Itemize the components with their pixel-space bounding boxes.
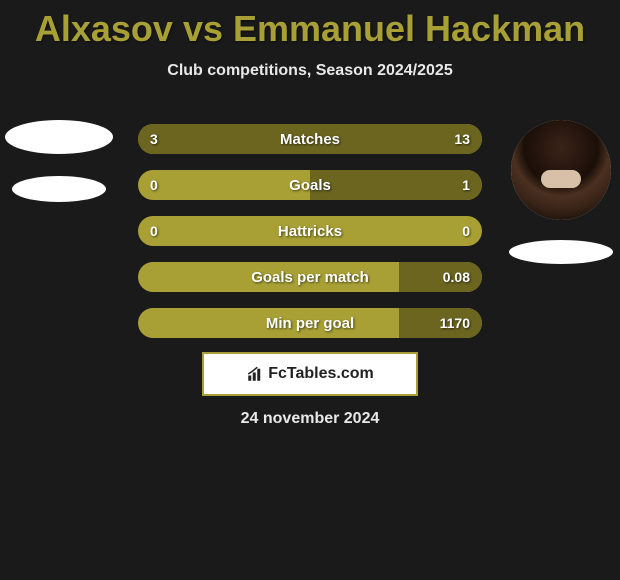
- stats-bars: 3Matches130Goals10Hattricks0Goals per ma…: [138, 124, 482, 354]
- stat-bar: Goals per match0.08: [138, 262, 482, 292]
- bar-right-value: 0: [462, 216, 470, 246]
- stat-bar: 0Hattricks0: [138, 216, 482, 246]
- player-left-avatar-placeholder: [5, 120, 113, 154]
- bar-label: Min per goal: [138, 308, 482, 338]
- player-left-avatar-placeholder-2: [12, 176, 106, 202]
- stat-bar: Min per goal1170: [138, 308, 482, 338]
- footer-date: 24 november 2024: [0, 410, 620, 428]
- player-right-avatar: [511, 120, 611, 220]
- bar-label: Matches: [138, 124, 482, 154]
- chart-icon: [246, 365, 264, 383]
- bar-label: Goals per match: [138, 262, 482, 292]
- player-right-placeholder: [509, 240, 613, 264]
- footer-logo-text: FcTables.com: [268, 365, 374, 383]
- bar-label: Goals: [138, 170, 482, 200]
- bar-right-value: 1170: [440, 308, 470, 338]
- bar-right-value: 1: [462, 170, 470, 200]
- footer-logo[interactable]: FcTables.com: [202, 352, 418, 396]
- player-right-column: [506, 120, 616, 264]
- stat-bar: 0Goals1: [138, 170, 482, 200]
- page-subtitle: Club competitions, Season 2024/2025: [0, 62, 620, 80]
- page-title: Alxasov vs Emmanuel Hackman: [0, 0, 620, 50]
- bar-right-value: 0.08: [443, 262, 470, 292]
- stat-bar: 3Matches13: [138, 124, 482, 154]
- bar-label: Hattricks: [138, 216, 482, 246]
- player-left-column: [4, 120, 114, 202]
- avatar-photo: [511, 120, 611, 220]
- bar-right-value: 13: [454, 124, 470, 154]
